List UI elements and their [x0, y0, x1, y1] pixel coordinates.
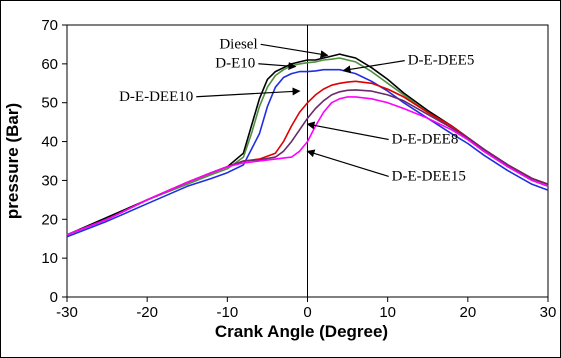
y-tick-label: 10 — [41, 250, 58, 267]
x-tick-label: -30 — [56, 304, 78, 321]
series-line-d-e-dee15 — [66, 96, 549, 236]
annotation-label-d-e-dee10: D-E-DEE10 — [119, 89, 193, 105]
y-tick-label: 70 — [41, 17, 58, 34]
x-tick-label: 30 — [540, 304, 557, 321]
annotation-label-d-e-dee15: D-E-DEE15 — [392, 168, 466, 184]
annotations: Diesel D-E10 D-E-DEE5 D-E-DEE10 D-E-DEE8 D-E-… — [119, 36, 474, 184]
x-tick-label: 0 — [303, 304, 311, 321]
annotation-label-d-e-dee8: D-E-DEE8 — [392, 132, 459, 148]
annotation-arrow-d-e10 — [258, 62, 297, 71]
annotation-arrow-d-e-dee10 — [196, 87, 301, 98]
series-line-d-e10 — [66, 68, 549, 238]
axes: -30 -20 -10 0 10 20 30 0 10 20 30 40 50 60 70 — [41, 17, 556, 321]
y-tick-label: 40 — [41, 134, 58, 151]
x-tick-label: 20 — [459, 304, 476, 321]
x-axis-title: Crank Angle (Degree) — [215, 322, 388, 341]
y-tick-label: 30 — [41, 172, 58, 189]
y-tick-label: 50 — [41, 95, 58, 112]
y-tick-label: 20 — [41, 211, 58, 228]
x-tick-label: -10 — [216, 304, 238, 321]
annotation-label-diesel: Diesel — [219, 36, 257, 52]
annotation-arrow-diesel — [260, 43, 329, 59]
annotation-arrow-d-e-dee15 — [306, 149, 389, 178]
annotation-arrow-d-e-dee8 — [306, 121, 389, 141]
y-tick-label: 60 — [41, 56, 58, 73]
annotation-label-d-e-dee5: D-E-DEE5 — [408, 53, 475, 69]
x-tick-label: 10 — [379, 304, 396, 321]
x-tick-label: -20 — [136, 304, 158, 321]
y-tick-label: 0 — [50, 289, 58, 306]
annotation-arrow-d-e-dee5 — [342, 60, 405, 74]
annotation-label-d-e10: D-E10 — [215, 56, 255, 72]
series-group — [66, 53, 549, 238]
y-axis-title: pressure (Bar) — [3, 103, 22, 219]
